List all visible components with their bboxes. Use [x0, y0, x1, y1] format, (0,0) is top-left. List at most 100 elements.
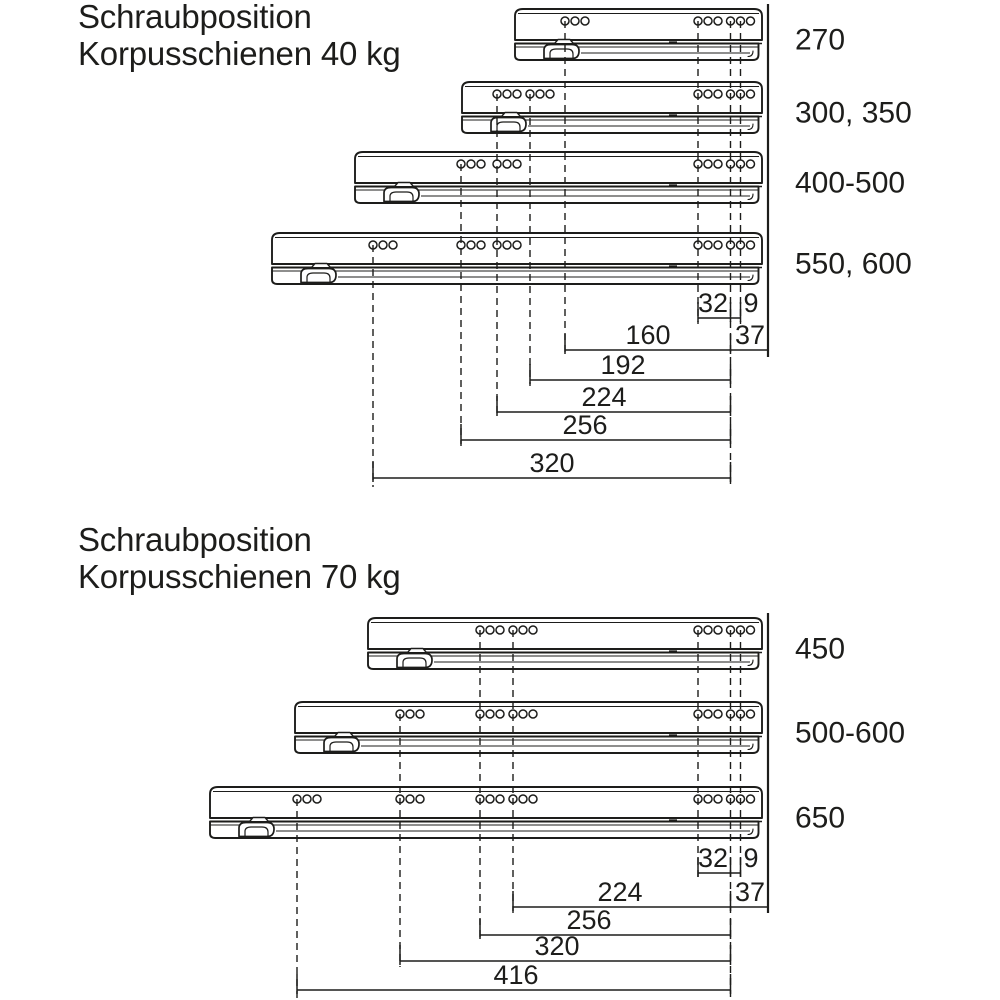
latch-bump [334, 731, 354, 737]
screw-hole-icon [713, 625, 723, 635]
screw-hole-icon [570, 16, 580, 26]
screw-hole-icon [512, 159, 522, 169]
rail-lower-body [461, 115, 760, 134]
screw-hole-icon [502, 240, 512, 250]
screw-hole-icon [528, 709, 538, 719]
title-line: Schraubposition [78, 0, 312, 35]
rail-end-hook-icon [747, 659, 754, 667]
screw-hole-icon [528, 794, 538, 804]
screw-hole-icon [466, 159, 476, 169]
screw-hole-icon [713, 16, 723, 26]
latch-body [323, 736, 360, 753]
screw-hole-icon [745, 625, 756, 635]
rail-length-label: 400-500 [795, 167, 905, 200]
screw-hole-icon [703, 89, 713, 99]
screw-hole-icon [485, 625, 495, 635]
screw-hole-icon [703, 240, 713, 250]
screw-hole-icon [535, 89, 545, 99]
screw-hole-icon [545, 89, 555, 99]
dimension-label: 320 [534, 931, 579, 961]
latch-inner-line [402, 657, 427, 669]
dimension-label: 32 [698, 843, 728, 873]
title-line: Schraubposition [78, 521, 312, 558]
screw-hole-icon [512, 89, 522, 99]
rail-length-label: 550, 600 [795, 248, 912, 281]
rail-end-hook-icon [747, 123, 754, 131]
dimension-label: 160 [625, 320, 670, 350]
screw-hole-icon [485, 794, 495, 804]
rail-lower-body [367, 651, 760, 670]
rail-lower-body [209, 820, 760, 839]
screw-hole-icon [512, 240, 522, 250]
rail-length-label: 270 [795, 24, 845, 57]
screw-hole-icon [476, 240, 486, 250]
rail-lower-body [271, 266, 760, 285]
screw-hole-icon [518, 794, 528, 804]
screw-hole-icon [713, 89, 723, 99]
latch-inner-line [329, 741, 354, 753]
screw-hole-icon [476, 159, 486, 169]
rail-upper-body [209, 786, 763, 819]
screw-hole-icon [302, 794, 312, 804]
title-line: Korpusschienen 40 kg [78, 35, 401, 72]
latch-inner-line [549, 48, 574, 60]
dimension-label: 224 [581, 382, 626, 412]
screw-hole-icon [713, 794, 723, 804]
screw-hole-icon [703, 794, 713, 804]
screw-hole-icon [745, 240, 756, 250]
latch-bump [394, 181, 414, 187]
latch-inner-line [306, 272, 331, 284]
screw-hole-icon [745, 159, 756, 169]
title-line: Korpusschienen 70 kg [78, 558, 401, 595]
screw-hole-icon [495, 709, 505, 719]
latch-body [543, 43, 580, 60]
rail-lower-body [294, 735, 760, 754]
dimension-label: 9 [743, 288, 758, 318]
rail-end-hook-icon [747, 50, 754, 58]
dimension-label: 256 [566, 905, 611, 935]
rail-length-label: 450 [795, 633, 845, 666]
screw-hole-icon [745, 794, 756, 804]
screw-hole-icon [713, 709, 723, 719]
rail-upper-body [354, 151, 763, 184]
dimension-label: 416 [493, 960, 538, 990]
screw-hole-icon [703, 709, 713, 719]
screw-hole-icon [703, 16, 713, 26]
screw-hole-icon [502, 159, 512, 169]
latch-body [300, 267, 337, 284]
screw-hole-icon [405, 709, 415, 719]
latch-bump [311, 262, 331, 268]
screw-hole-icon [415, 794, 425, 804]
screw-hole-icon [485, 709, 495, 719]
section-title-40kg: Schraubposition Korpusschienen 40 kg [78, 0, 401, 72]
section-title-70kg: Schraubposition Korpusschienen 70 kg [78, 521, 401, 595]
latch-bump [407, 647, 427, 653]
screw-hole-icon [388, 240, 398, 250]
rail-upper-body [461, 81, 763, 114]
latch-body [383, 186, 420, 203]
screw-hole-icon [312, 794, 322, 804]
screw-hole-icon [703, 159, 713, 169]
screw-hole-icon [495, 794, 505, 804]
latch-body [396, 652, 433, 669]
screw-hole-icon [713, 240, 723, 250]
screw-hole-icon [745, 709, 756, 719]
latch-bump [501, 111, 521, 117]
dimension-label: 37 [735, 320, 765, 350]
rail-end-hook-icon [747, 274, 754, 282]
screw-hole-icon [528, 625, 538, 635]
dimension-label: 192 [600, 350, 645, 380]
latch-bump [249, 816, 269, 822]
latch-inner-line [244, 826, 269, 838]
rail-lower-body [354, 185, 760, 204]
dimension-label: 256 [562, 410, 607, 440]
screw-hole-icon [518, 709, 528, 719]
dimension-label: 224 [597, 877, 642, 907]
screw-hole-icon [745, 16, 756, 26]
rail-end-hook-icon [747, 828, 754, 836]
screw-hole-icon [703, 625, 713, 635]
screw-hole-icon [502, 89, 512, 99]
screw-hole-icon [466, 240, 476, 250]
